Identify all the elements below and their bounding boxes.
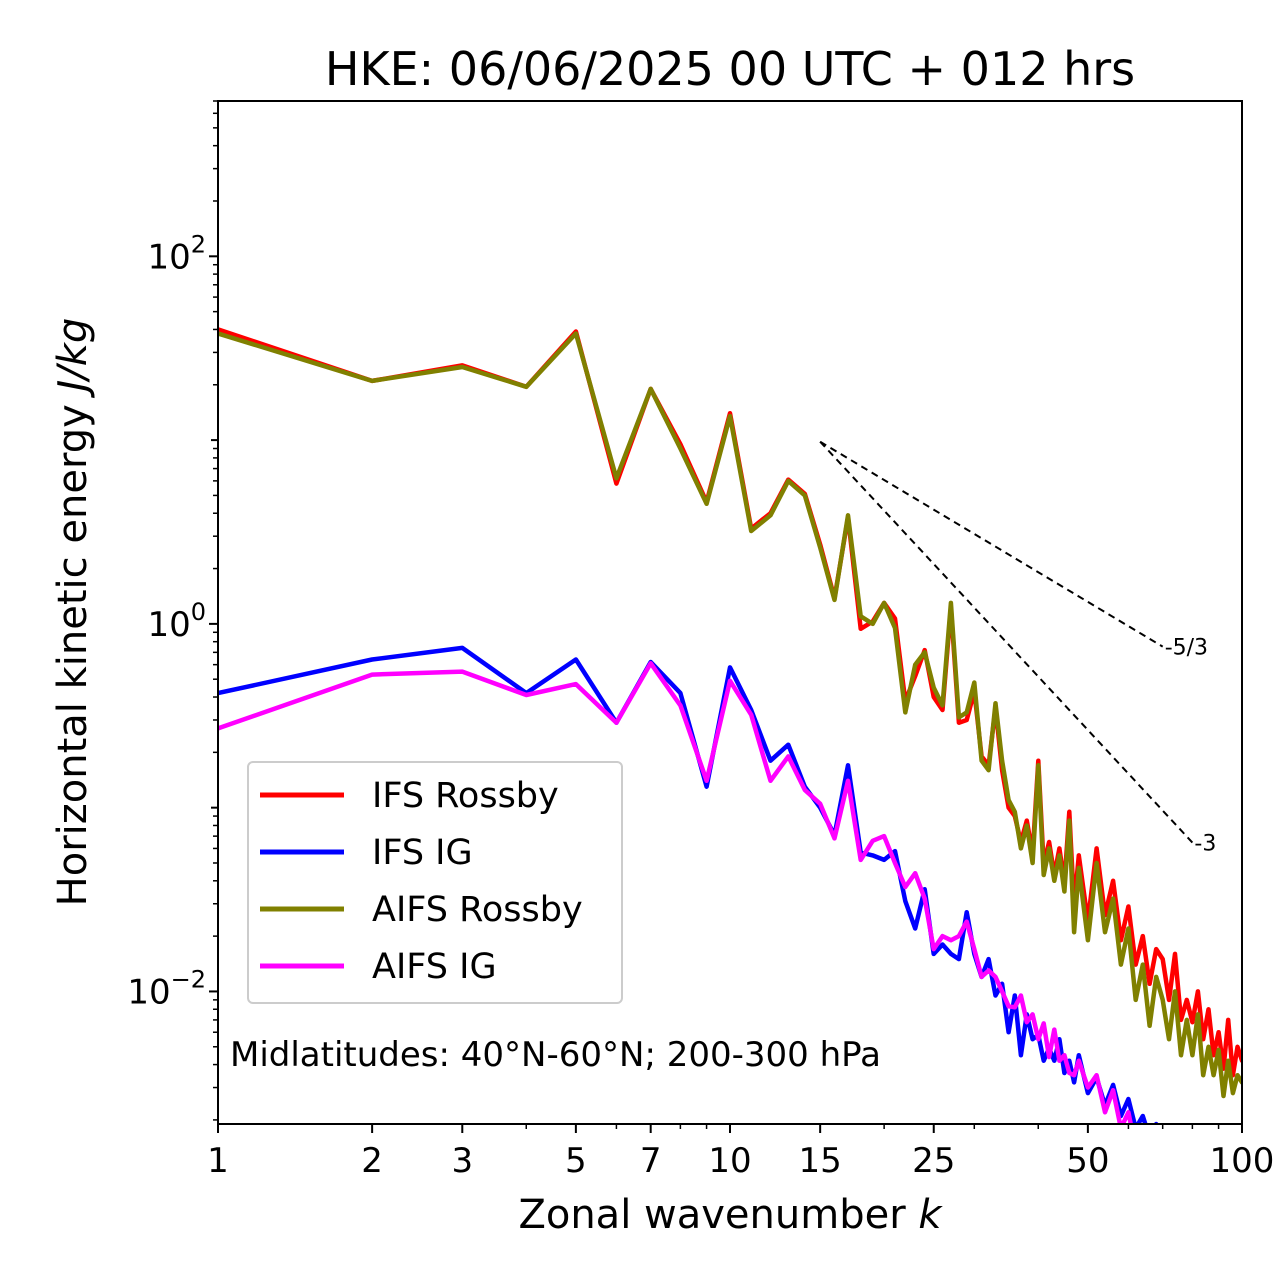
x-tick-label: 7	[640, 1141, 662, 1181]
reference-lines: -5/3 -3	[819, 440, 1216, 857]
legend-label-aifs-ig: AIFS IG	[372, 947, 497, 987]
x-tick-label: 100	[1210, 1141, 1275, 1181]
reference-line-slope5-3	[819, 440, 1164, 648]
plot-frame	[217, 100, 1243, 1125]
x-tick-label: 50	[1066, 1141, 1109, 1181]
x-tick-label: 1	[207, 1141, 229, 1181]
x-tick-label: 5	[565, 1141, 587, 1181]
x-tick-label: 15	[799, 1141, 842, 1181]
series-line-aifs-ig	[218, 661, 1134, 1124]
legend-label-ifs-ig: IFS IG	[372, 833, 473, 873]
x-tick-label: 3	[451, 1141, 473, 1181]
x-tick-label: 10	[708, 1141, 751, 1181]
legend-label-ifs-rossby: IFS Rossby	[372, 776, 559, 816]
axis-ticks: 1 2 3 5 7 10 15 25 50 100 10−2 100 102	[127, 100, 1275, 1181]
y-axis-label: Horizontal kinetic energy J/kg	[50, 318, 96, 907]
x-tick-label: 2	[361, 1141, 383, 1181]
series-layer	[218, 327, 1242, 1124]
legend-box	[247, 761, 623, 1004]
y-tick-label: 100	[147, 598, 206, 645]
chart-title: HKE: 06/06/2025 00 UTC + 012 hrs	[325, 42, 1135, 96]
series-line-ifs-ig	[218, 645, 1159, 1124]
x-tick-label: 25	[912, 1141, 955, 1181]
y-tick-label: 102	[147, 230, 206, 277]
legend: IFS Rossby IFS IG AIFS Rossby AIFS IG	[247, 761, 623, 1004]
y-tick-label: 10−2	[127, 965, 206, 1012]
reference-line-label-slope3: -3	[1194, 832, 1216, 857]
legend-label-aifs-rossby: AIFS Rossby	[372, 890, 583, 930]
region-annotation: Midlatitudes: 40°N-60°N; 200-300 hPa	[230, 1035, 881, 1075]
x-axis-label: Zonal wavenumber k	[518, 1192, 943, 1238]
reference-line-label-slope5-3: -5/3	[1165, 636, 1208, 661]
series-line-aifs-rossby	[218, 331, 1242, 1099]
